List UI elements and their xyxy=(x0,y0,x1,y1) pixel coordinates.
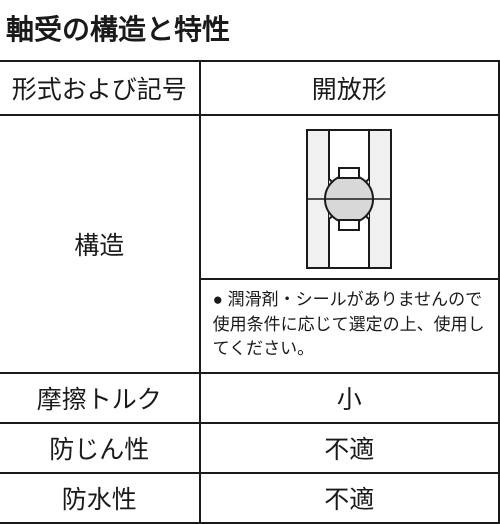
friction-value: 小 xyxy=(200,373,499,423)
dust-label: 防じん性 xyxy=(0,423,200,473)
water-value: 不適 xyxy=(200,473,499,523)
note-text: 潤滑剤・シールがありませんので使用条件に応じて選定の上、使用してください。 xyxy=(213,290,485,358)
water-row: 防水性 不適 xyxy=(0,473,499,523)
friction-row: 摩擦トルク 小 xyxy=(0,373,499,423)
bearing-diagram-cell xyxy=(200,115,499,279)
header-right: 開放形 xyxy=(200,61,499,115)
water-label: 防水性 xyxy=(0,473,200,523)
bearing-cross-section-icon xyxy=(289,124,409,274)
dust-row: 防じん性 不適 xyxy=(0,423,499,473)
note-bullet: ● xyxy=(213,290,223,309)
header-left: 形式および記号 xyxy=(0,61,200,115)
structure-label: 構造 xyxy=(0,115,200,373)
spec-table: 形式および記号 開放形 構造 xyxy=(0,60,500,524)
page-title: 軸受の構造と特性 xyxy=(0,0,500,60)
structure-note: ● 潤滑剤・シールがありませんので使用条件に応じて選定の上、使用してください。 xyxy=(200,279,499,373)
dust-value: 不適 xyxy=(200,423,499,473)
friction-label: 摩擦トルク xyxy=(0,373,200,423)
structure-row-diagram: 構造 xyxy=(0,115,499,279)
table-header-row: 形式および記号 開放形 xyxy=(0,61,499,115)
